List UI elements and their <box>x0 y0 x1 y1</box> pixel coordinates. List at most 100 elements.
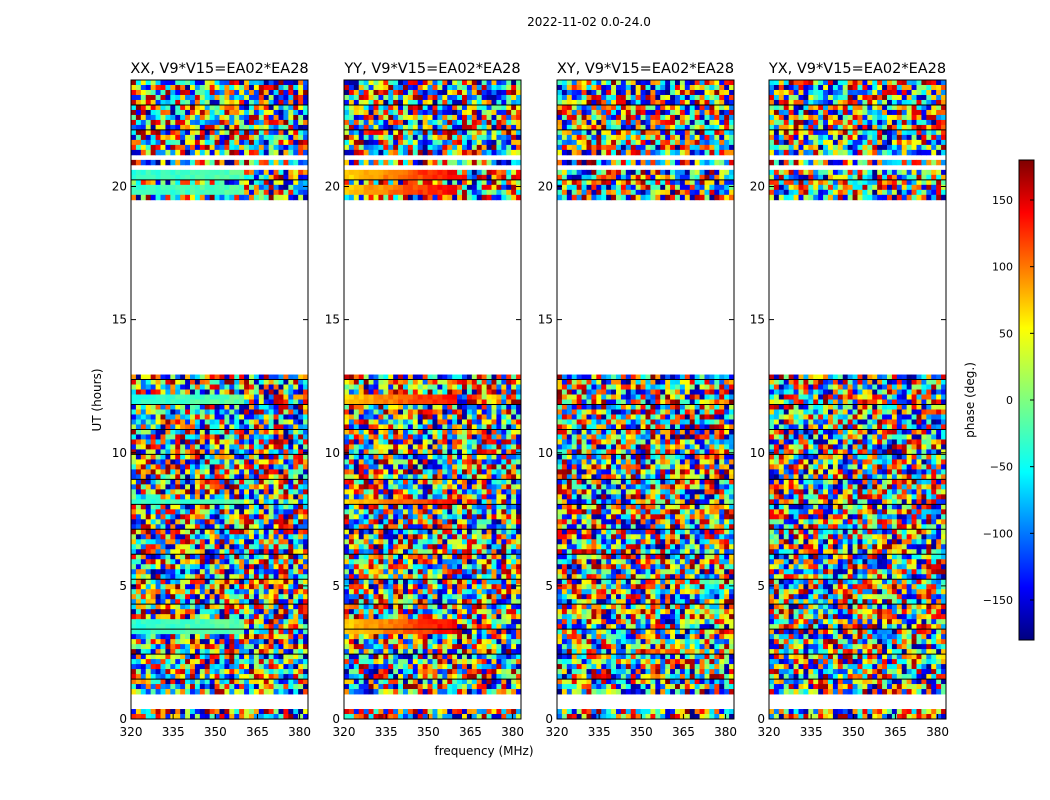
heatmap-cell <box>486 499 492 505</box>
heatmap-cell <box>462 444 468 450</box>
heatmap-cell <box>417 479 424 485</box>
heatmap-cell <box>466 394 473 400</box>
heatmap-cell <box>190 564 196 570</box>
heatmap-cell <box>209 539 215 545</box>
heatmap-cell <box>239 534 245 540</box>
heatmap-cell <box>368 134 374 141</box>
heatmap-cell <box>180 504 186 510</box>
heatmap-cell <box>442 379 448 385</box>
heatmap-cell <box>293 99 299 106</box>
heatmap-cell <box>273 604 279 610</box>
heatmap-cell <box>234 129 240 136</box>
heatmap-cell <box>239 644 245 650</box>
heatmap-cell <box>170 519 176 525</box>
heatmap-cell <box>131 639 137 645</box>
heatmap-cell <box>145 689 152 695</box>
heatmap-cell <box>358 149 365 156</box>
heatmap-cell <box>180 384 186 390</box>
heatmap-cell <box>253 139 260 146</box>
heatmap-cell <box>442 454 448 460</box>
heatmap-cell <box>175 459 181 465</box>
heatmap-cell <box>253 569 260 575</box>
heatmap-cell <box>452 384 458 390</box>
heatmap-cell <box>348 134 355 141</box>
heatmap-cell <box>481 124 487 131</box>
heatmap-cell <box>457 84 463 91</box>
heatmap-cell <box>511 484 517 490</box>
heatmap-cell <box>229 134 235 141</box>
heatmap-cell <box>234 524 240 530</box>
heatmap-cell <box>140 559 147 565</box>
heatmap-cell <box>417 104 424 111</box>
heatmap-cell <box>353 194 360 201</box>
heatmap-cell <box>363 414 369 420</box>
heatmap-cell <box>170 679 176 685</box>
heatmap-cell <box>234 669 240 675</box>
heatmap-cell <box>219 529 225 535</box>
heatmap-cell <box>214 389 220 395</box>
heatmap-cell <box>403 94 409 101</box>
heatmap-cell <box>283 564 289 570</box>
heatmap-cell <box>239 99 245 106</box>
heatmap-cell <box>244 114 250 121</box>
heatmap-cell <box>393 404 399 410</box>
heatmap-cell <box>452 419 458 425</box>
heatmap-cell <box>378 144 384 151</box>
heatmap-cell <box>278 109 284 116</box>
heatmap-cell <box>253 379 260 385</box>
heatmap-cell <box>165 684 171 690</box>
heatmap-cell <box>407 104 414 111</box>
heatmap-cell <box>204 124 211 131</box>
heatmap-cell <box>253 134 260 141</box>
heatmap-cell <box>506 484 512 490</box>
heatmap-cell <box>427 194 433 201</box>
heatmap-cell <box>298 374 304 380</box>
heatmap-cell <box>234 609 240 615</box>
heatmap-cell <box>283 419 289 425</box>
heatmap-cell <box>427 464 433 470</box>
heatmap-cell <box>180 499 186 505</box>
heatmap-cell <box>506 374 512 380</box>
heatmap-cell <box>131 589 137 595</box>
heatmap-cell <box>135 419 142 425</box>
heatmap-cell <box>214 644 220 650</box>
heatmap-cell <box>303 104 309 111</box>
heatmap-cell <box>209 179 215 186</box>
heatmap-cell <box>393 389 399 395</box>
heatmap-cell <box>491 114 497 121</box>
heatmap-cell <box>452 194 458 201</box>
heatmap-cell <box>432 144 438 151</box>
heatmap-cell <box>150 414 156 420</box>
heatmap-cell <box>150 134 156 141</box>
heatmap-cell <box>180 679 186 685</box>
heatmap-cell <box>368 474 374 480</box>
heatmap-cell <box>481 139 487 146</box>
heatmap-cell <box>131 494 137 500</box>
heatmap-cell <box>407 384 414 390</box>
heatmap-cell <box>344 144 350 151</box>
heatmap-cell <box>224 114 230 121</box>
heatmap-cell <box>253 659 260 665</box>
heatmap-cell <box>263 489 270 495</box>
heatmap-cell <box>506 464 512 470</box>
heatmap-cell <box>165 404 171 410</box>
heatmap-cell <box>258 489 265 495</box>
heatmap-cell <box>160 384 166 390</box>
heatmap-cell <box>403 139 409 146</box>
heatmap-cell <box>170 374 176 380</box>
heatmap-cell <box>209 669 215 675</box>
heatmap-cell <box>150 674 156 680</box>
heatmap-cell <box>344 444 350 450</box>
heatmap-cell <box>398 419 404 425</box>
heatmap-cell <box>496 479 502 485</box>
heatmap-cell <box>417 489 424 495</box>
heatmap-cell <box>180 469 186 475</box>
heatmap-cell <box>452 404 458 410</box>
heatmap-cell <box>496 129 502 136</box>
heatmap-cell <box>165 674 171 680</box>
heatmap-cell <box>175 524 181 530</box>
heatmap-cell <box>155 389 161 395</box>
heatmap-cell <box>155 504 161 510</box>
heatmap-cell <box>219 534 225 540</box>
heatmap-cell <box>501 479 507 485</box>
